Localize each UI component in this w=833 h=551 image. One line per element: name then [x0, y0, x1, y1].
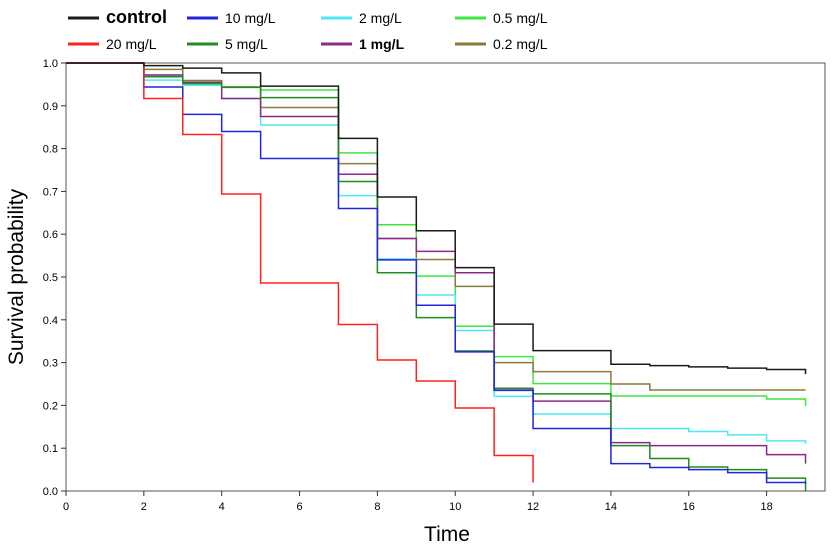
x-tick-label: 2: [141, 501, 147, 513]
legend: control 20 mg/L 10 mg/L 5 mg/L 2 mg/L 1 mg/L 0…: [68, 7, 548, 52]
y-tick-label: 0.4: [43, 315, 58, 327]
x-tick-label: 18: [760, 501, 772, 513]
series-line-2-mg-l: [66, 62, 807, 444]
y-tick-label: 0.6: [43, 229, 58, 241]
legend-label-2-mg-l: 2 mg/L: [359, 10, 402, 26]
series-line-5-mg-l: [66, 62, 807, 491]
series-line-0-5-mg-l: [66, 62, 807, 406]
x-tick-label: 16: [683, 501, 695, 513]
legend-label-control: control: [106, 7, 167, 27]
y-tick-label: 0.2: [43, 400, 58, 412]
y-tick-label: 0.7: [43, 186, 58, 198]
series-group: [66, 62, 807, 491]
y-axis-title: Survival probability: [5, 188, 28, 365]
x-tick-label: 8: [374, 501, 380, 513]
legend-label-5-mg-l: 5 mg/L: [225, 36, 268, 52]
y-tick-label: 0.9: [43, 101, 58, 113]
y-tick-label: 0.8: [43, 144, 58, 156]
x-tick-label: 12: [527, 501, 539, 513]
y-tick-label: 0.5: [43, 272, 58, 284]
x-tick-label: 4: [219, 501, 225, 513]
legend-label-0-2-mg-l: 0.2 mg/L: [493, 36, 548, 52]
legend-label-1-mg-l: 1 mg/L: [359, 36, 405, 52]
y-tick-label: 0.0: [43, 486, 58, 498]
x-axis-title: Time: [424, 523, 470, 546]
x-tick-label: 14: [605, 501, 617, 513]
y-tick-label: 0.1: [43, 443, 58, 455]
legend-label-0-5-mg-l: 0.5 mg/L: [493, 10, 548, 26]
axes: 0 2 4 6 8 10 12 14 16 18 0.0 0.1 0.2 0.3 0.4 0.5 0.6 0.7 0…: [43, 58, 826, 513]
series-line-control: [66, 62, 807, 375]
y-tick-label: 0.3: [43, 358, 58, 370]
x-tick-label: 0: [63, 501, 69, 513]
plot-frame: [65, 62, 826, 492]
legend-label-20-mg-l: 20 mg/L: [106, 36, 157, 52]
series-line-20-mg-l: [66, 62, 534, 483]
x-tick-label: 10: [449, 501, 461, 513]
series-line-1-mg-l: [66, 62, 807, 464]
x-tick-label: 6: [296, 501, 302, 513]
series-line-10-mg-l: [66, 62, 807, 484]
y-tick-label: 1.0: [43, 58, 58, 70]
series-line-0-2-mg-l: [66, 62, 806, 391]
legend-label-10-mg-l: 10 mg/L: [225, 10, 276, 26]
